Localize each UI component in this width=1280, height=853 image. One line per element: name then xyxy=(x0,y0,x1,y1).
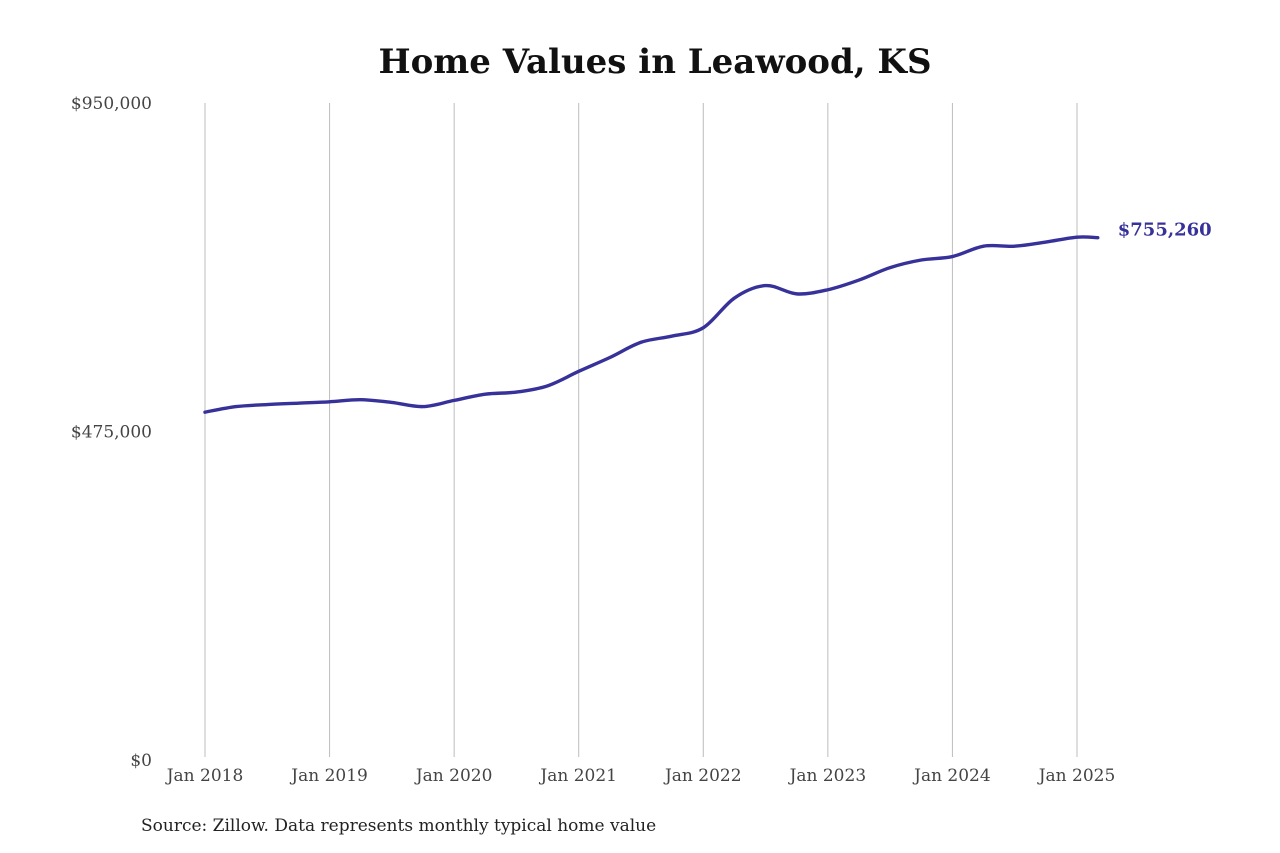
chart-title: Home Values in Leawood, KS xyxy=(379,42,932,82)
y-tick-label: $950,000 xyxy=(71,94,152,114)
x-axis-tick-labels: Jan 2018 Jan 2019 Jan 2020 Jan 2021 Jan 2022… xyxy=(165,766,1116,786)
latest-value-label: $755,260 xyxy=(1118,220,1212,241)
y-tick-label: $475,000 xyxy=(71,423,152,443)
x-tick-label: Jan 2023 xyxy=(788,766,867,786)
x-tick-label: Jan 2021 xyxy=(538,766,617,786)
x-tick-label: Jan 2025 xyxy=(1037,766,1116,786)
y-axis-tick-labels: $0 $475,000 $950,000 xyxy=(71,94,152,771)
source-note: Source: Zillow. Data represents monthly … xyxy=(141,816,657,836)
x-tick-label: Jan 2019 xyxy=(289,766,368,786)
x-tick-label: Jan 2018 xyxy=(165,766,244,786)
home-value-series-line xyxy=(203,235,1100,414)
x-tick-label: Jan 2022 xyxy=(663,766,742,786)
x-tick-label: Jan 2024 xyxy=(912,766,991,786)
vertical-gridlines xyxy=(204,103,1078,757)
y-tick-label: $0 xyxy=(130,751,152,771)
x-tick-label: Jan 2020 xyxy=(414,766,493,786)
